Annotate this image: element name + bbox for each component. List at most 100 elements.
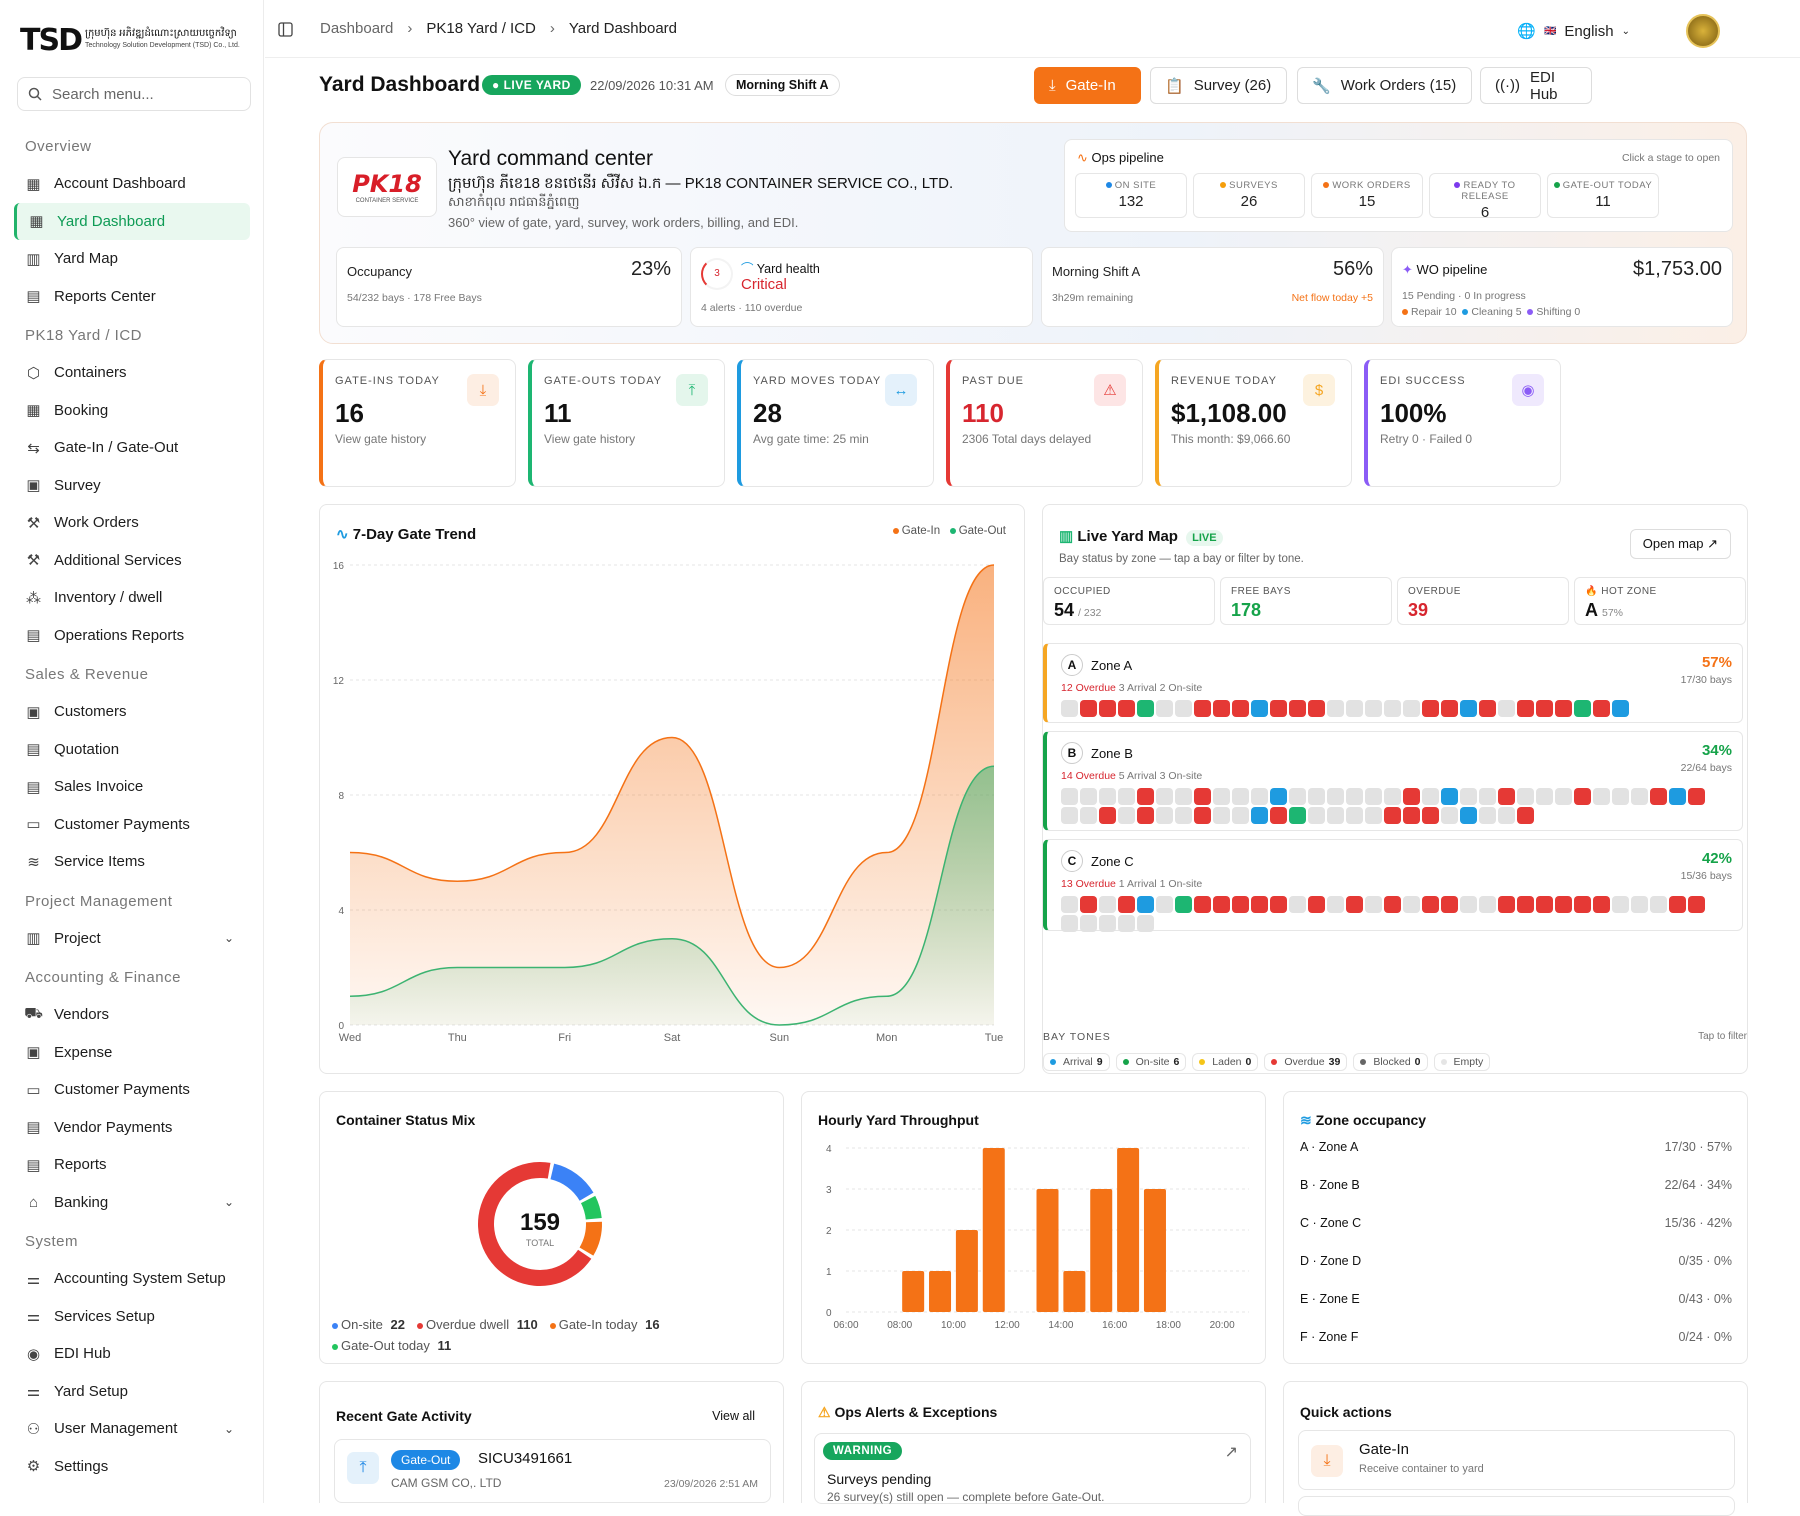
bay-cell[interactable] (1555, 896, 1572, 913)
bay-cell[interactable] (1118, 700, 1135, 717)
sidebar-item-service-items[interactable]: ≋Service Items (0, 843, 264, 881)
bay-cell[interactable] (1061, 700, 1078, 717)
bay-cell[interactable] (1099, 807, 1116, 824)
bay-cell[interactable] (1080, 700, 1097, 717)
bay-cell[interactable] (1080, 915, 1097, 932)
bay-cell[interactable] (1384, 700, 1401, 717)
work-orders-button[interactable]: 🔧Work Orders (15) (1297, 67, 1472, 104)
gate-activity-row[interactable]: ⤒ Gate-Out SICU3491661 CAM GSM CO,. LTD … (334, 1439, 771, 1503)
bay-cell[interactable] (1099, 700, 1116, 717)
sidebar-item-accounting-system-setup[interactable]: ⚌Accounting System Setup (0, 1260, 264, 1298)
brand-logo[interactable]: TSD ក្រុមហ៊ុន អភិវឌ្ឍដំណោះស្រាយបច្ចេកវិទ… (20, 22, 250, 58)
sidebar-item-additional-services[interactable]: ⚒Additional Services (0, 542, 264, 580)
bay-cell[interactable] (1308, 700, 1325, 717)
gate-in-button[interactable]: ⤓Gate-In (1034, 67, 1141, 104)
bay-cell[interactable] (1574, 896, 1591, 913)
sidebar-item-expense[interactable]: ▣Expense (0, 1034, 264, 1072)
edi-hub-button[interactable]: ((·))EDI Hub (1480, 67, 1592, 104)
survey-button[interactable]: 📋Survey (26) (1150, 67, 1287, 104)
sidebar-item-inventory-dwell[interactable]: ⁂Inventory / dwell (0, 579, 264, 617)
bay-cell[interactable] (1403, 896, 1420, 913)
bay-cell[interactable] (1403, 807, 1420, 824)
bay-cell[interactable] (1175, 700, 1192, 717)
bay-cell[interactable] (1384, 807, 1401, 824)
bay-cell[interactable] (1213, 896, 1230, 913)
bay-cell[interactable] (1327, 896, 1344, 913)
bay-cell[interactable] (1061, 807, 1078, 824)
sidebar-item-operations-reports[interactable]: ▤Operations Reports (0, 617, 264, 655)
bay-cell[interactable] (1175, 896, 1192, 913)
bay-cell[interactable] (1555, 788, 1572, 805)
bay-cell[interactable] (1232, 896, 1249, 913)
quick-action-next[interactable] (1298, 1496, 1735, 1516)
bay-cell[interactable] (1232, 807, 1249, 824)
sidebar-item-gate-in-gate-out[interactable]: ⇆Gate-In / Gate-Out (0, 429, 264, 467)
bay-cell[interactable] (1460, 896, 1477, 913)
sidebar-item-reports[interactable]: ▤Reports (0, 1146, 264, 1184)
bay-cell[interactable] (1498, 700, 1515, 717)
bay-cell[interactable] (1308, 896, 1325, 913)
language-select[interactable]: 🌐🇬🇧English⌄ (1517, 22, 1630, 40)
bay-cell[interactable] (1061, 788, 1078, 805)
bay-cell[interactable] (1308, 807, 1325, 824)
bay-cell[interactable] (1612, 788, 1629, 805)
bay-cell[interactable] (1498, 896, 1515, 913)
sidebar-toggle-icon[interactable] (278, 22, 293, 37)
bay-cell[interactable] (1156, 700, 1173, 717)
bay-cell[interactable] (1650, 896, 1667, 913)
bay-cell[interactable] (1612, 896, 1629, 913)
tone-filter[interactable]: Empty (1434, 1053, 1491, 1071)
bay-cell[interactable] (1536, 896, 1553, 913)
bay-cell[interactable] (1403, 700, 1420, 717)
bay-cell[interactable] (1422, 807, 1439, 824)
sidebar-item-survey[interactable]: ▣Survey (0, 467, 264, 505)
bay-cell[interactable] (1289, 896, 1306, 913)
sidebar-item-sales-invoice[interactable]: ▤Sales Invoice (0, 768, 264, 806)
bay-cell[interactable] (1213, 788, 1230, 805)
sidebar-item-customer-payments[interactable]: ▭Customer Payments (0, 1071, 264, 1109)
alert-item[interactable]: WARNING ↗ Surveys pending 26 survey(s) s… (814, 1433, 1251, 1504)
bay-cell[interactable] (1346, 700, 1363, 717)
sidebar-item-settings[interactable]: ⚙Settings (0, 1448, 264, 1486)
bay-cell[interactable] (1479, 700, 1496, 717)
bay-cell[interactable] (1441, 807, 1458, 824)
bay-cell[interactable] (1688, 788, 1705, 805)
avatar[interactable] (1686, 14, 1720, 48)
bay-cell[interactable] (1137, 700, 1154, 717)
sidebar-item-project[interactable]: ▥Project⌄ (0, 920, 264, 958)
bay-cell[interactable] (1441, 700, 1458, 717)
sidebar-item-containers[interactable]: ⬡Containers (0, 354, 264, 392)
sidebar-item-booking[interactable]: ▦Booking (0, 392, 264, 430)
chevron-down-icon[interactable]: ⌄ (224, 1195, 234, 1209)
bay-cell[interactable] (1555, 700, 1572, 717)
bay-cell[interactable] (1137, 896, 1154, 913)
bay-cell[interactable] (1289, 788, 1306, 805)
external-link-icon[interactable]: ↗ (1225, 1442, 1238, 1462)
bay-cell[interactable] (1346, 896, 1363, 913)
sidebar-item-yard-dashboard[interactable]: ▦Yard Dashboard (14, 203, 250, 241)
bay-cell[interactable] (1289, 700, 1306, 717)
crumb-dashboard[interactable]: Dashboard (320, 20, 393, 37)
bay-cell[interactable] (1517, 788, 1534, 805)
bay-cell[interactable] (1631, 788, 1648, 805)
bay-cell[interactable] (1080, 807, 1097, 824)
occupancy-card[interactable]: Occupancy 23% 54/232 bays · 178 Free Bay… (336, 247, 682, 327)
bay-cell[interactable] (1498, 807, 1515, 824)
bay-cell[interactable] (1479, 896, 1496, 913)
sidebar-item-work-orders[interactable]: ⚒Work Orders (0, 504, 264, 542)
bay-cell[interactable] (1232, 788, 1249, 805)
bay-cell[interactable] (1327, 807, 1344, 824)
sidebar-item-services-setup[interactable]: ⚌Services Setup (0, 1298, 264, 1336)
